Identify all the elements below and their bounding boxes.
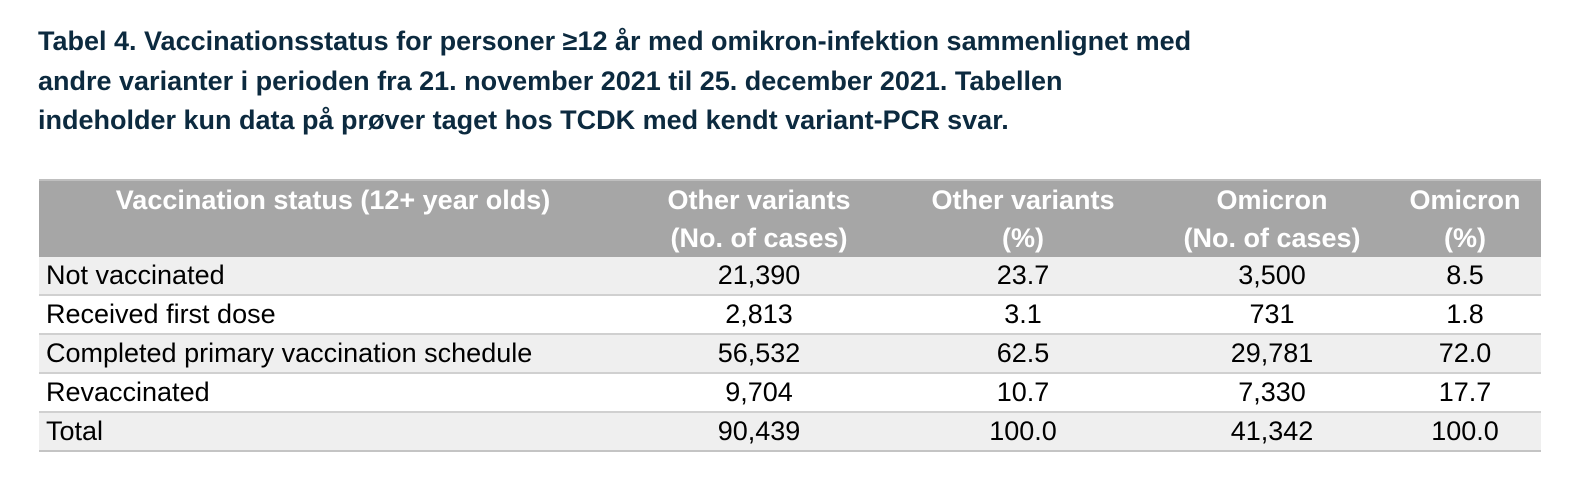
cell-omicron-cases: 41,342 <box>1155 412 1389 452</box>
caption-line-2: andre varianter i perioden fra 21. novem… <box>38 65 1063 96</box>
table-header: Vaccination status (12+ year olds) Other… <box>39 179 1541 257</box>
header-line: Omicron <box>1216 185 1328 215</box>
cell-omicron-cases: 3,500 <box>1155 257 1389 296</box>
table-row-total: Total 90,439 100.0 41,342 100.0 <box>39 412 1541 452</box>
cell-status: Received first dose <box>39 295 627 335</box>
cell-omicron-pct: 100.0 <box>1389 412 1541 452</box>
caption-line-3: indeholder kun data på prøver taget hos … <box>38 105 1009 135</box>
caption-line-1: Tabel 4. Vaccinationsstatus for personer… <box>38 26 1192 56</box>
table-body: Not vaccinated 21,390 23.7 3,500 8.5 Rec… <box>39 257 1541 452</box>
cell-omicron-cases: 7,330 <box>1155 373 1389 413</box>
vaccination-status-table: Vaccination status (12+ year olds) Other… <box>39 179 1541 452</box>
table-caption: Tabel 4. Vaccinationsstatus for personer… <box>38 22 1358 141</box>
header-vaccination-status: Vaccination status (12+ year olds) <box>39 179 627 257</box>
cell-omicron-pct: 1.8 <box>1389 295 1541 335</box>
header-row: Vaccination status (12+ year olds) Other… <box>39 179 1541 257</box>
cell-status: Not vaccinated <box>39 257 627 296</box>
cell-other-pct: 10.7 <box>891 373 1155 413</box>
cell-status: Revaccinated <box>39 373 627 413</box>
header-line: (%) <box>1444 223 1486 253</box>
cell-omicron-pct: 72.0 <box>1389 334 1541 374</box>
cell-omicron-cases: 731 <box>1155 295 1389 335</box>
cell-omicron-cases: 29,781 <box>1155 334 1389 374</box>
cell-other-cases: 2,813 <box>627 295 891 335</box>
header-other-variants-cases: Other variants (No. of cases) <box>627 179 891 257</box>
cell-other-pct: 100.0 <box>891 412 1155 452</box>
header-line: Omicron <box>1409 185 1521 215</box>
cell-status: Total <box>39 412 627 452</box>
header-line: (%) <box>1002 223 1044 253</box>
cell-other-cases: 56,532 <box>627 334 891 374</box>
cell-other-pct: 23.7 <box>891 257 1155 296</box>
header-line: (No. of cases) <box>670 223 848 253</box>
header-omicron-pct: Omicron (%) <box>1389 179 1541 257</box>
cell-other-cases: 9,704 <box>627 373 891 413</box>
table-row: Received first dose 2,813 3.1 731 1.8 <box>39 295 1541 335</box>
cell-other-pct: 3.1 <box>891 295 1155 335</box>
cell-other-cases: 21,390 <box>627 257 891 296</box>
header-line: (No. of cases) <box>1183 223 1361 253</box>
cell-other-pct: 62.5 <box>891 334 1155 374</box>
header-line: Vaccination status (12+ year olds) <box>115 185 551 215</box>
table-row: Revaccinated 9,704 10.7 7,330 17.7 <box>39 373 1541 413</box>
cell-other-cases: 90,439 <box>627 412 891 452</box>
cell-omicron-pct: 17.7 <box>1389 373 1541 413</box>
cell-status: Completed primary vaccination schedule <box>39 334 627 374</box>
header-line: Other variants <box>931 185 1115 215</box>
header-omicron-cases: Omicron (No. of cases) <box>1155 179 1389 257</box>
cell-omicron-pct: 8.5 <box>1389 257 1541 296</box>
table-row: Not vaccinated 21,390 23.7 3,500 8.5 <box>39 257 1541 296</box>
header-other-variants-pct: Other variants (%) <box>891 179 1155 257</box>
header-line: Other variants <box>667 185 851 215</box>
table-row: Completed primary vaccination schedule 5… <box>39 334 1541 374</box>
